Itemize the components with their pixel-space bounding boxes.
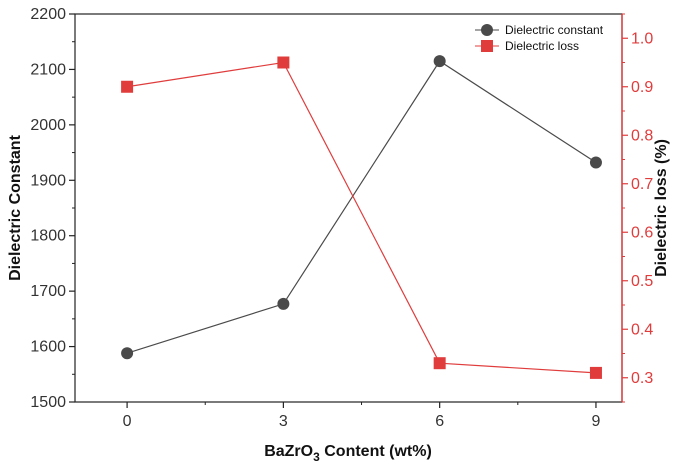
left-axis-title: Dielectric Constant bbox=[7, 134, 24, 280]
data-point-dielectric-loss bbox=[589, 366, 602, 379]
left-tick-label: 1500 bbox=[30, 394, 66, 411]
right-tick-label: 0.3 bbox=[631, 370, 653, 387]
x-axis-title: BaZrO3 Content (wt%) bbox=[264, 443, 432, 464]
right-tick-label: 1.0 bbox=[631, 30, 653, 47]
left-tick-label: 1800 bbox=[30, 228, 66, 245]
x-axis-title-prefix: BaZrO bbox=[264, 443, 313, 460]
right-tick-label: 0.5 bbox=[631, 273, 653, 290]
data-point-dielectric-loss bbox=[121, 80, 134, 93]
left-tick-label: 2000 bbox=[30, 117, 66, 134]
data-point-dielectric-constant bbox=[433, 55, 446, 68]
x-tick-label: 3 bbox=[279, 413, 288, 430]
data-point-dielectric-constant bbox=[277, 297, 290, 310]
data-point-dielectric-loss bbox=[277, 56, 290, 69]
legend-label-dielectric-loss: Dielectric loss bbox=[505, 39, 579, 53]
series-line-dielectric-constant bbox=[126, 60, 597, 354]
x-axis-title-subscript: 3 bbox=[313, 450, 320, 464]
right-tick-label: 0.9 bbox=[631, 79, 653, 96]
right-axis-title: Dielectric loss (%) bbox=[653, 139, 670, 277]
right-tick-label: 0.7 bbox=[631, 176, 653, 193]
legend-marker-dielectric-constant bbox=[481, 24, 493, 36]
x-tick-label: 6 bbox=[435, 413, 444, 430]
right-tick-label: 0.8 bbox=[631, 127, 653, 144]
data-point-dielectric-constant bbox=[589, 156, 602, 169]
data-point-dielectric-constant bbox=[121, 347, 134, 360]
series-line-dielectric-loss bbox=[127, 61, 596, 374]
data-point-dielectric-loss bbox=[433, 357, 446, 370]
left-axis-ticks: 1500 1600 1700 1800 1900 2000 2100 2200 bbox=[30, 6, 75, 411]
x-axis-title-suffix: Content (wt%) bbox=[320, 443, 432, 460]
left-tick-label: 1600 bbox=[30, 339, 66, 356]
x-tick-label: 9 bbox=[591, 413, 600, 430]
left-tick-label: 2100 bbox=[30, 61, 66, 78]
right-tick-label: 0.6 bbox=[631, 224, 653, 241]
left-tick-label: 2200 bbox=[30, 6, 66, 23]
x-axis-ticks: 0 3 6 9 bbox=[123, 402, 600, 430]
right-axis-ticks: 0.3 0.4 0.5 0.6 0.7 0.8 0.9 1.0 bbox=[622, 13, 653, 403]
legend-marker-dielectric-loss bbox=[481, 40, 493, 52]
series-layer bbox=[121, 55, 602, 379]
x-tick-label: 0 bbox=[123, 413, 132, 430]
right-tick-label: 0.4 bbox=[631, 321, 653, 338]
legend-label-dielectric-constant: Dielectric constant bbox=[505, 23, 604, 37]
legend: Dielectric constant Dielectric loss bbox=[475, 23, 604, 53]
left-tick-label: 1900 bbox=[30, 172, 66, 189]
left-tick-label: 1700 bbox=[30, 283, 66, 300]
